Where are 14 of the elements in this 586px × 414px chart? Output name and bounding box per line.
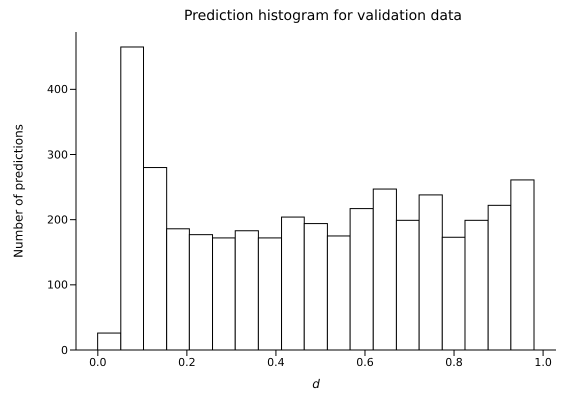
chart-title: Prediction histogram for validation data <box>182 8 464 24</box>
x-tick-label: 1.0 <box>534 356 552 369</box>
x-tick-label: 0.4 <box>267 356 285 369</box>
x-axis-title: d <box>312 377 320 391</box>
y-axis-title: Number of predictions <box>11 124 26 258</box>
y-tick-label: 100 <box>47 278 68 292</box>
y-tick-label: 200 <box>47 214 68 227</box>
x-tick-label: 0.0 <box>89 356 107 369</box>
x-tick-label: 0.6 <box>356 356 374 369</box>
y-tick-label: 0 <box>61 344 68 357</box>
x-tick-label: 0.2 <box>178 356 196 369</box>
y-tick-label: 400 <box>47 83 68 96</box>
x-tick-label: 0.8 <box>445 356 463 369</box>
y-tick-label: 300 <box>47 148 68 162</box>
